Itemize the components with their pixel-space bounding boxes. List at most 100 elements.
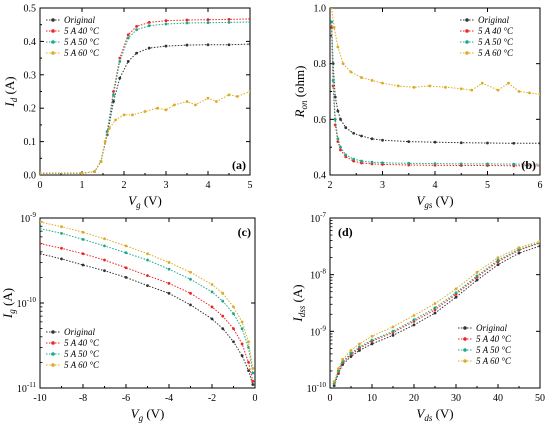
data-point [164, 22, 168, 26]
data-point [496, 258, 500, 262]
y-axis-label: Idss (A) [290, 284, 307, 322]
series-line [40, 228, 254, 374]
data-point [147, 20, 151, 24]
data-point [206, 96, 210, 100]
panel-tag: (a) [232, 158, 246, 172]
x-tick-label: 20 [409, 393, 419, 404]
data-point [336, 137, 340, 141]
y-tick-label: 0.2 [24, 104, 37, 115]
series-line [333, 245, 540, 386]
data-point [396, 84, 400, 88]
y-tick-label: 10-7 [310, 211, 326, 225]
y-tick-label: 0.5 [24, 4, 37, 15]
data-point [517, 251, 521, 255]
data-point [360, 76, 363, 79]
data-point [475, 278, 479, 282]
x-tick-label: 1 [80, 180, 85, 191]
data-point [433, 140, 437, 144]
data-point [344, 155, 348, 159]
data-point [93, 170, 96, 174]
data-point [103, 140, 107, 144]
data-point [341, 62, 345, 66]
legend-marker [463, 337, 467, 341]
data-point [349, 351, 353, 355]
data-point [248, 42, 250, 46]
data-point [146, 274, 149, 278]
data-point [135, 28, 139, 32]
legend-marker [465, 51, 469, 55]
data-point [227, 43, 231, 47]
data-point [391, 325, 395, 329]
data-point [206, 43, 210, 47]
y-tick-label: 1.0 [314, 4, 327, 15]
legend-label: 5 A 50 °C [478, 37, 514, 47]
data-point [210, 283, 214, 286]
legend-label: 5 A 60 °C [476, 356, 512, 366]
x-tick-label: -10 [33, 393, 46, 404]
series-line [331, 8, 540, 95]
data-point [381, 138, 384, 142]
legend-marker [463, 348, 467, 352]
data-point [146, 258, 149, 262]
data-point [358, 345, 361, 349]
data-point [81, 252, 85, 256]
data-point [332, 384, 336, 388]
data-point [232, 327, 235, 330]
data-point [126, 60, 130, 63]
x-axis-label: Vgs (V) [416, 193, 453, 210]
x-tick-label: 3 [380, 180, 385, 191]
data-point [370, 338, 374, 342]
x-tick-label: 4 [433, 180, 438, 191]
data-point [221, 291, 225, 295]
legend-marker [51, 51, 55, 55]
data-point [248, 90, 250, 93]
data-point [349, 349, 353, 352]
x-tick-label: 4 [206, 180, 211, 191]
data-point [185, 18, 189, 22]
data-point [240, 320, 244, 324]
data-point [124, 244, 128, 248]
data-point [454, 291, 458, 295]
panel-3: 0 10 20 30 40 50 10-10 10-9 10-8 10-7 Vds (V) Idss … [290, 211, 545, 423]
legend-label: 5 A 60 °C [64, 360, 100, 370]
data-point [126, 36, 130, 40]
data-point [433, 311, 437, 315]
data-point [360, 134, 363, 138]
data-point [124, 251, 128, 255]
data-point [412, 314, 416, 317]
series-line [40, 91, 250, 174]
x-tick-label: -6 [122, 393, 130, 404]
data-point [480, 81, 484, 85]
data-point [391, 329, 395, 333]
series-line [40, 221, 254, 369]
data-point [40, 220, 42, 224]
data-point [60, 225, 63, 229]
panel-0: 0 1 2 3 4 5 0.0 0.1 0.2 0.3 0.4 0.5 Vg (V) Id (A) Orig… [2, 4, 253, 211]
data-point [330, 8, 333, 10]
x-tick-label: 0 [38, 180, 43, 191]
data-point [339, 117, 342, 121]
y-tick-label: 0.3 [24, 70, 37, 81]
data-point [240, 342, 244, 346]
data-point [189, 270, 192, 274]
data-point [407, 161, 411, 165]
data-point [81, 263, 85, 267]
y-tick-label: 0.6 [314, 115, 327, 126]
data-point [332, 382, 336, 385]
legend-marker [465, 40, 469, 44]
data-point [344, 153, 348, 157]
data-point [251, 383, 255, 386]
legend-marker [463, 359, 467, 363]
data-point [444, 85, 447, 89]
data-point [189, 277, 192, 281]
data-point [412, 323, 416, 327]
data-point [167, 291, 171, 295]
data-point [167, 261, 171, 264]
data-point [118, 60, 122, 63]
legend-label: 5 A 40 °C [64, 26, 100, 36]
data-point [60, 231, 63, 235]
data-point [251, 371, 255, 375]
series-line [40, 243, 254, 382]
data-point [107, 126, 111, 130]
